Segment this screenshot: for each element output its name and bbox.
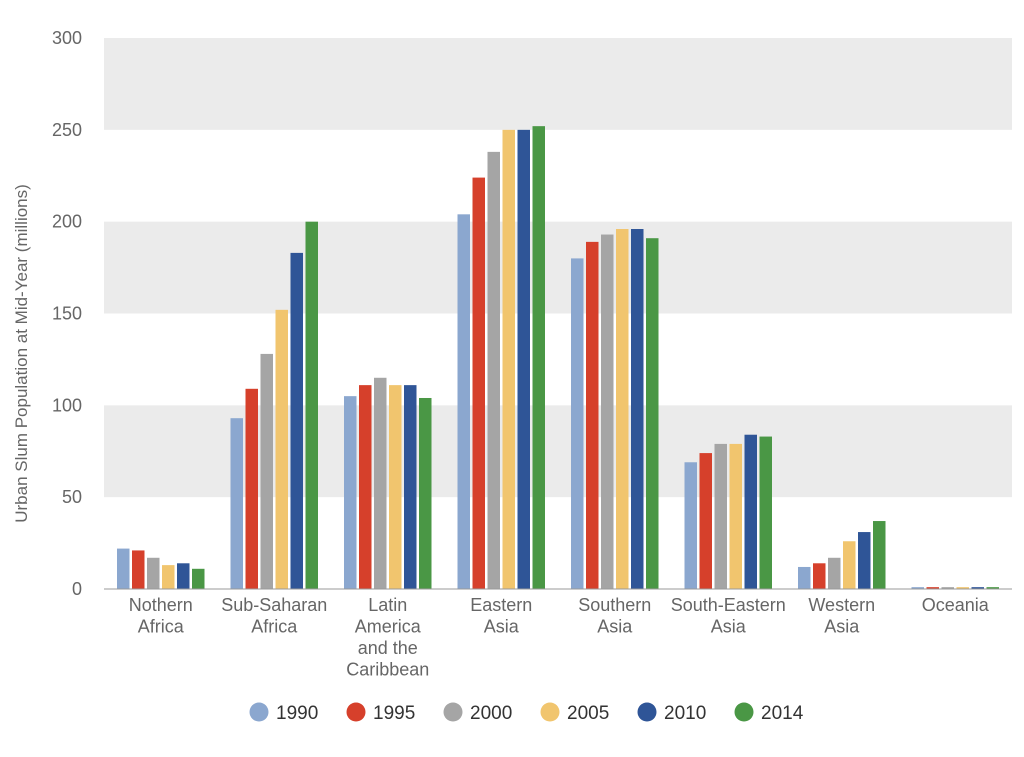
bar	[192, 568, 205, 589]
legend-label: 2014	[761, 703, 804, 724]
bar	[472, 177, 485, 589]
bar	[389, 385, 402, 589]
bar	[517, 129, 530, 589]
bar	[502, 129, 515, 589]
legend-marker	[637, 702, 657, 722]
y-tick-label: 50	[62, 487, 82, 507]
bar	[487, 151, 500, 589]
legend-label: 2010	[664, 703, 706, 724]
bar	[601, 234, 614, 589]
bar	[971, 587, 984, 589]
bar	[828, 557, 841, 589]
legend-marker	[734, 702, 754, 722]
legend-marker	[443, 702, 463, 722]
bar	[147, 557, 160, 589]
legend-label: 1995	[373, 703, 415, 724]
bars-group	[117, 126, 999, 590]
bar	[177, 563, 190, 589]
x-category-label: Sub-Saharan Africa	[221, 595, 327, 637]
legend-label: 2000	[470, 703, 512, 724]
bar	[359, 385, 372, 589]
y-tick-label: 300	[52, 28, 82, 48]
y-tick-labels: 0 50 100 150 200 250 300	[52, 28, 82, 599]
x-category-label: Oceania	[922, 595, 990, 615]
bar	[843, 541, 856, 589]
bar	[230, 418, 243, 589]
bar	[911, 587, 924, 589]
bar	[631, 229, 644, 589]
x-category-label: Nothern Africa	[129, 595, 193, 637]
legend-label: 2005	[567, 703, 609, 724]
grid-band	[104, 221, 1012, 314]
bar	[404, 385, 417, 589]
bar	[759, 436, 772, 589]
x-category-label: Western Asia	[808, 595, 875, 637]
bar	[798, 566, 811, 589]
bar	[275, 309, 288, 589]
y-tick-label: 200	[52, 212, 82, 232]
y-axis-title: Urban Slum Population at Mid-Year (milli…	[12, 184, 31, 523]
bar	[290, 252, 303, 589]
bar	[132, 550, 145, 589]
y-tick-label: 0	[72, 579, 82, 599]
bar	[419, 397, 432, 589]
bar	[744, 434, 757, 589]
x-category-label: Eastern Asia	[470, 595, 532, 637]
bar	[729, 443, 742, 589]
grid-bands	[104, 38, 1012, 498]
bar	[956, 587, 969, 589]
legend-marker	[540, 702, 560, 722]
x-category-label: Southern Asia	[578, 595, 651, 637]
bar	[699, 453, 712, 589]
bar	[986, 587, 999, 589]
y-tick-label: 250	[52, 120, 82, 140]
bar	[858, 532, 871, 589]
bar	[162, 565, 175, 589]
bar	[926, 587, 939, 589]
bar	[344, 396, 357, 589]
bar	[532, 126, 545, 589]
y-tick-label: 150	[52, 304, 82, 324]
x-category-label: Latin America and the Caribbean	[346, 595, 429, 680]
bar	[684, 462, 697, 589]
bar	[374, 377, 387, 589]
x-category-labels: Nothern Africa Sub-Saharan Africa Latin Ameri…	[129, 595, 990, 680]
bar	[245, 388, 258, 589]
grid-band	[104, 38, 1012, 130]
bar	[873, 521, 886, 589]
bar	[571, 258, 584, 589]
y-tick-label: 100	[52, 395, 82, 415]
bar	[616, 229, 629, 589]
bar	[117, 548, 130, 589]
x-category-label: South-Eastern Asia	[671, 595, 786, 637]
bar	[586, 241, 599, 589]
bar	[646, 238, 659, 589]
bar	[457, 214, 470, 589]
legend-label: 1990	[276, 703, 318, 724]
legend: 1990 1995 2000 2005 2010 2014	[249, 702, 804, 724]
legend-marker	[346, 702, 366, 722]
bar	[260, 353, 273, 589]
bar	[714, 443, 727, 589]
bar	[813, 563, 826, 589]
bar	[941, 587, 954, 589]
bar	[305, 221, 318, 590]
legend-marker	[249, 702, 269, 722]
